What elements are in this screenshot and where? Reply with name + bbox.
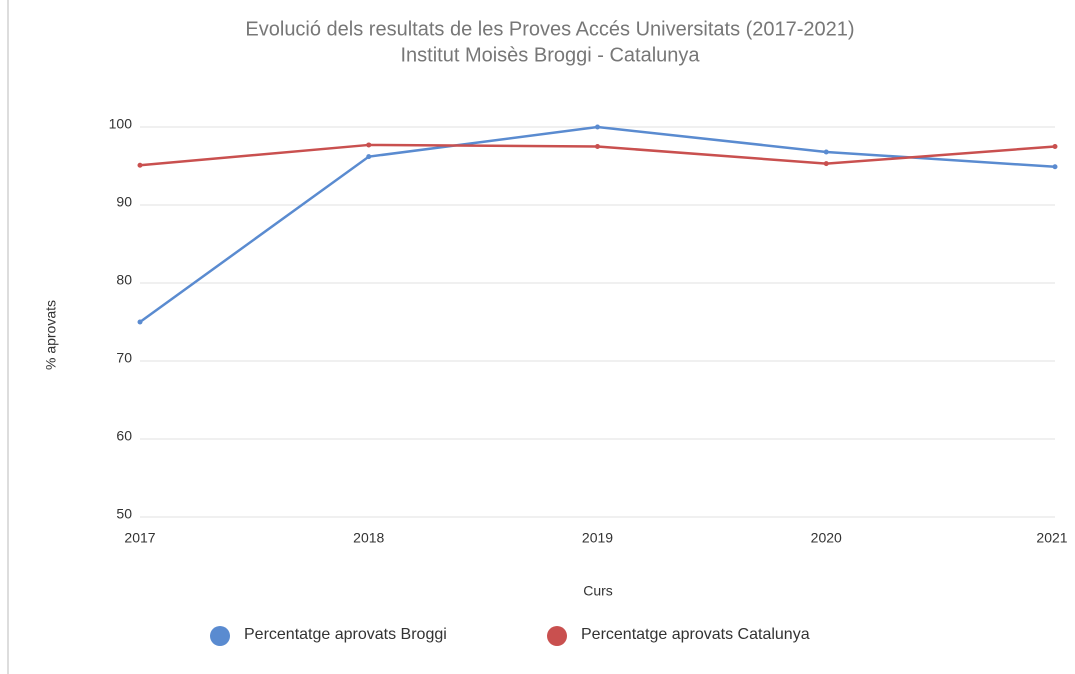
data-point (823, 161, 829, 167)
y-tick-label: 50 (116, 506, 132, 522)
x-axis-label: Curs (583, 583, 613, 599)
chart-subtitle: Institut Moisès Broggi - Catalunya (400, 44, 700, 66)
data-point (1052, 164, 1058, 170)
y-axis-label: % aprovats (43, 300, 59, 370)
x-tick-label: 2018 (353, 530, 384, 546)
data-point (137, 162, 143, 168)
x-tick-label: 2021 (1036, 530, 1067, 546)
data-point (595, 124, 600, 130)
y-tick-label: 60 (116, 428, 132, 444)
chart-title: Evolució dels resultats de les Proves Ac… (245, 18, 854, 40)
y-tick-label: 80 (116, 272, 132, 288)
y-tick-label: 70 (116, 350, 132, 366)
x-tick-label: 2017 (124, 530, 155, 546)
data-point (1052, 144, 1058, 149)
legend-swatch (547, 626, 567, 646)
data-point (366, 142, 372, 148)
x-tick-label: 2020 (811, 530, 842, 546)
data-point (137, 319, 143, 325)
y-tick-label: 90 (116, 194, 132, 210)
legend-label: Percentatge aprovats Catalunya (581, 626, 810, 643)
legend-swatch (210, 626, 230, 646)
data-point (823, 149, 829, 155)
data-point (595, 144, 600, 149)
data-point (366, 154, 372, 160)
x-tick-label: 2019 (582, 530, 613, 546)
legend-label: Percentatge aprovats Broggi (244, 626, 447, 643)
y-tick-label: 100 (109, 116, 133, 132)
